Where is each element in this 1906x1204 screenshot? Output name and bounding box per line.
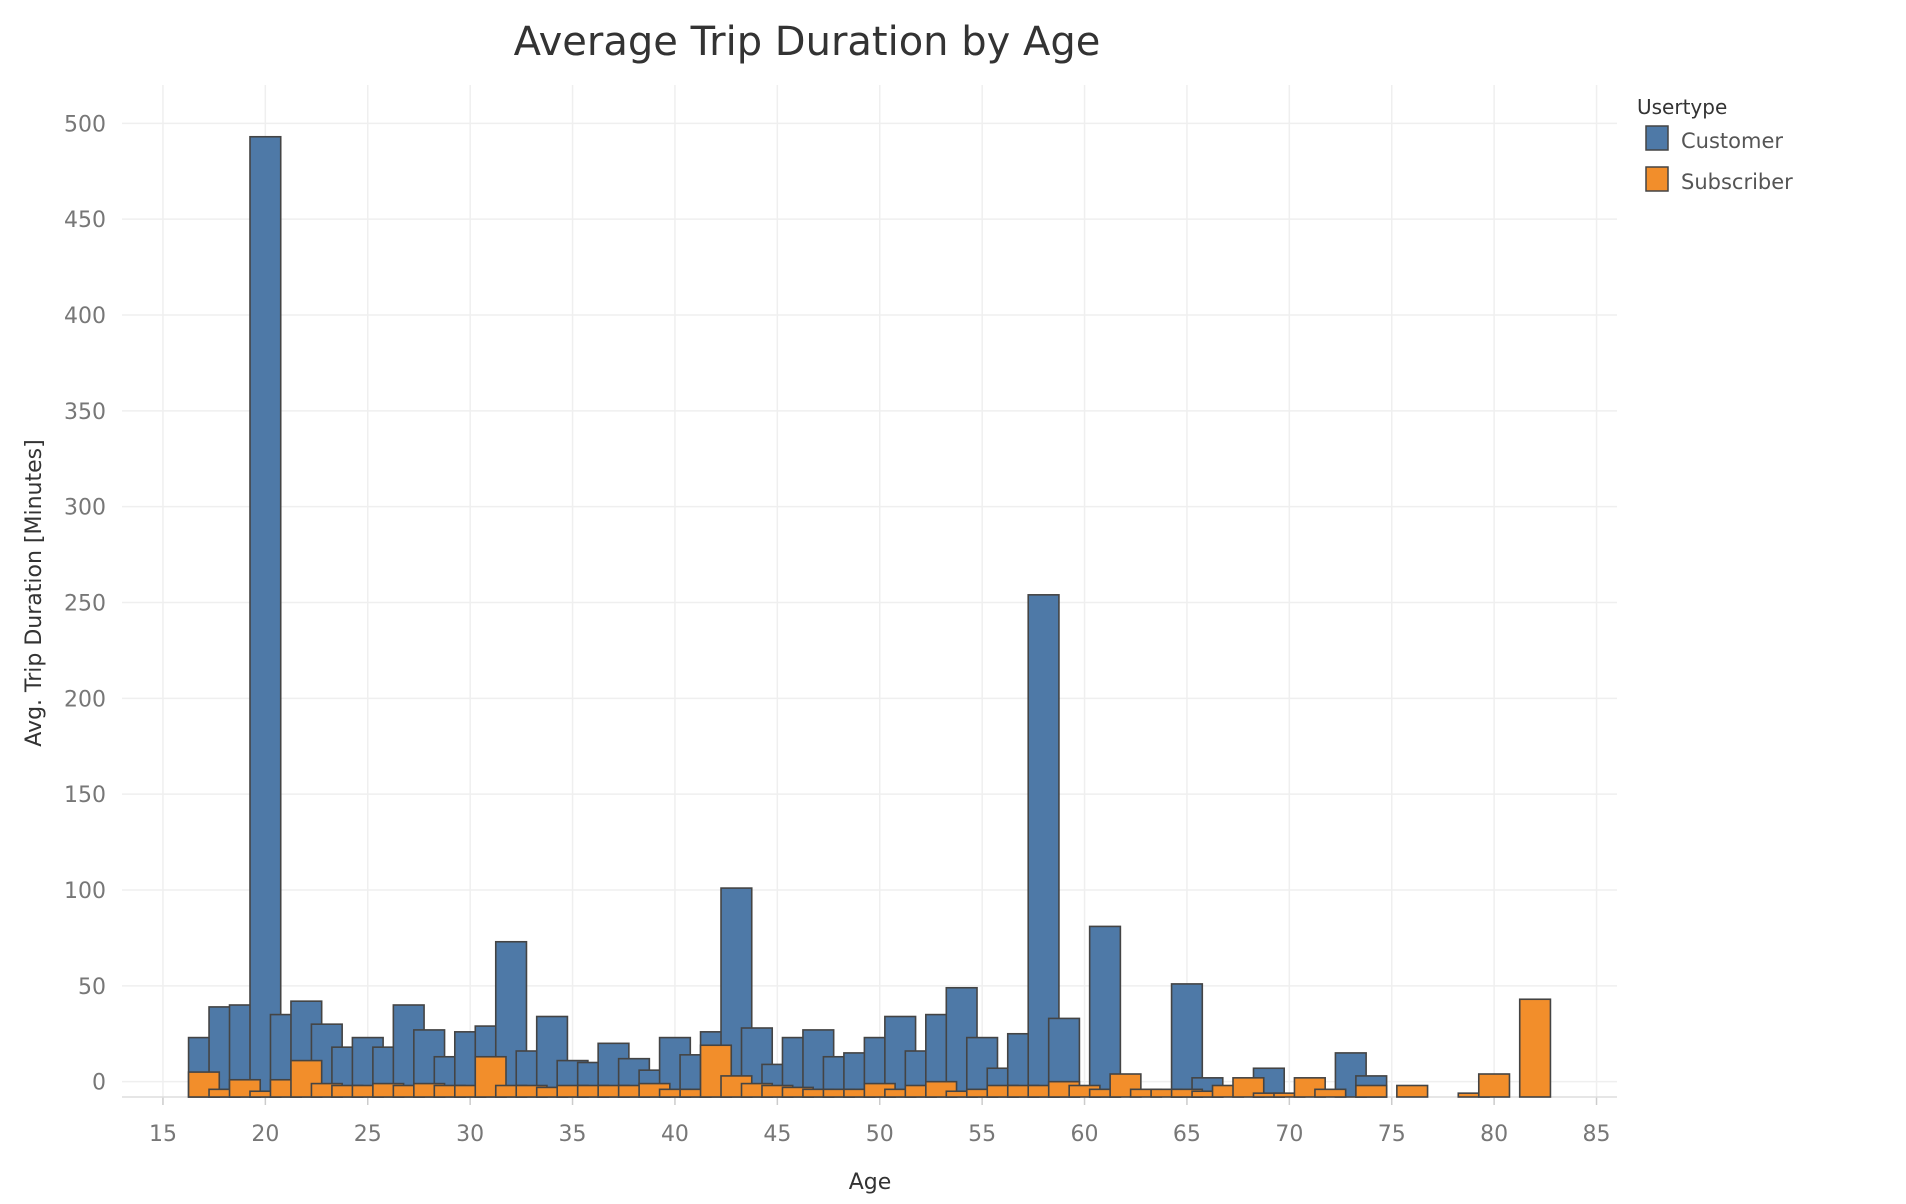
x-tick-label: 30 — [456, 1122, 484, 1147]
legend-swatch-subscriber — [1645, 166, 1669, 192]
bar-subscriber — [1396, 1084, 1429, 1098]
x-tick-label: 55 — [968, 1122, 996, 1147]
x-tick-label: 75 — [1378, 1122, 1406, 1147]
x-tick-label: 25 — [354, 1122, 382, 1147]
y-tick-label: 500 — [64, 112, 106, 137]
x-tick-label: 15 — [149, 1122, 177, 1147]
series-subscriber — [187, 998, 1552, 1098]
bar-customer — [1027, 594, 1060, 1098]
y-axis-ticks: 0 50 100 150 200 250 300 350 400 450 500 — [64, 112, 106, 1095]
legend-label-customer: Customer — [1681, 129, 1783, 153]
x-axis-label: Age — [849, 1170, 892, 1195]
x-tick-label: 20 — [251, 1122, 279, 1147]
y-tick-label: 400 — [64, 304, 106, 329]
bar-subscriber — [1355, 1084, 1388, 1098]
x-tick-label: 40 — [661, 1122, 689, 1147]
x-tick-label: 35 — [559, 1122, 587, 1147]
bar-subscriber — [1518, 998, 1552, 1098]
x-axis-ticks: 15 20 25 30 35 40 45 50 55 60 65 70 75 80 85 — [149, 1122, 1611, 1147]
gridlines — [122, 85, 1617, 1105]
chart-title: Average Trip Duration by Age — [514, 19, 1101, 65]
bar-subscriber — [1477, 1073, 1511, 1098]
y-tick-label: 100 — [64, 879, 106, 904]
legend-title: Usertype — [1637, 95, 1727, 119]
x-tick-label: 60 — [1071, 1122, 1099, 1147]
bar-customer — [249, 135, 282, 1098]
x-tick-label: 70 — [1275, 1122, 1303, 1147]
legend-swatch-customer — [1645, 125, 1669, 151]
x-tick-label: 80 — [1480, 1122, 1508, 1147]
y-axis-label: Avg. Trip Duration [Minutes] — [22, 439, 47, 746]
x-tick-label: 65 — [1173, 1122, 1201, 1147]
y-tick-label: 300 — [64, 496, 106, 521]
x-tick-label: 85 — [1583, 1122, 1611, 1147]
y-tick-label: 50 — [78, 975, 106, 1000]
y-tick-label: 150 — [64, 783, 106, 808]
bar-customer — [1088, 925, 1122, 1098]
y-tick-label: 450 — [64, 208, 106, 233]
bars — [187, 135, 1552, 1098]
bar-subscriber — [1232, 1077, 1265, 1098]
y-tick-label: 250 — [64, 592, 106, 617]
y-tick-label: 0 — [92, 1071, 106, 1096]
y-tick-label: 200 — [64, 687, 106, 712]
x-tick-label: 50 — [866, 1122, 894, 1147]
bar-subscriber — [1314, 1088, 1347, 1098]
legend: Usertype Customer Subscriber — [1637, 95, 1793, 194]
legend-label-subscriber: Subscriber — [1681, 170, 1793, 194]
x-tick-label: 45 — [763, 1122, 791, 1147]
y-tick-label: 350 — [64, 400, 106, 425]
